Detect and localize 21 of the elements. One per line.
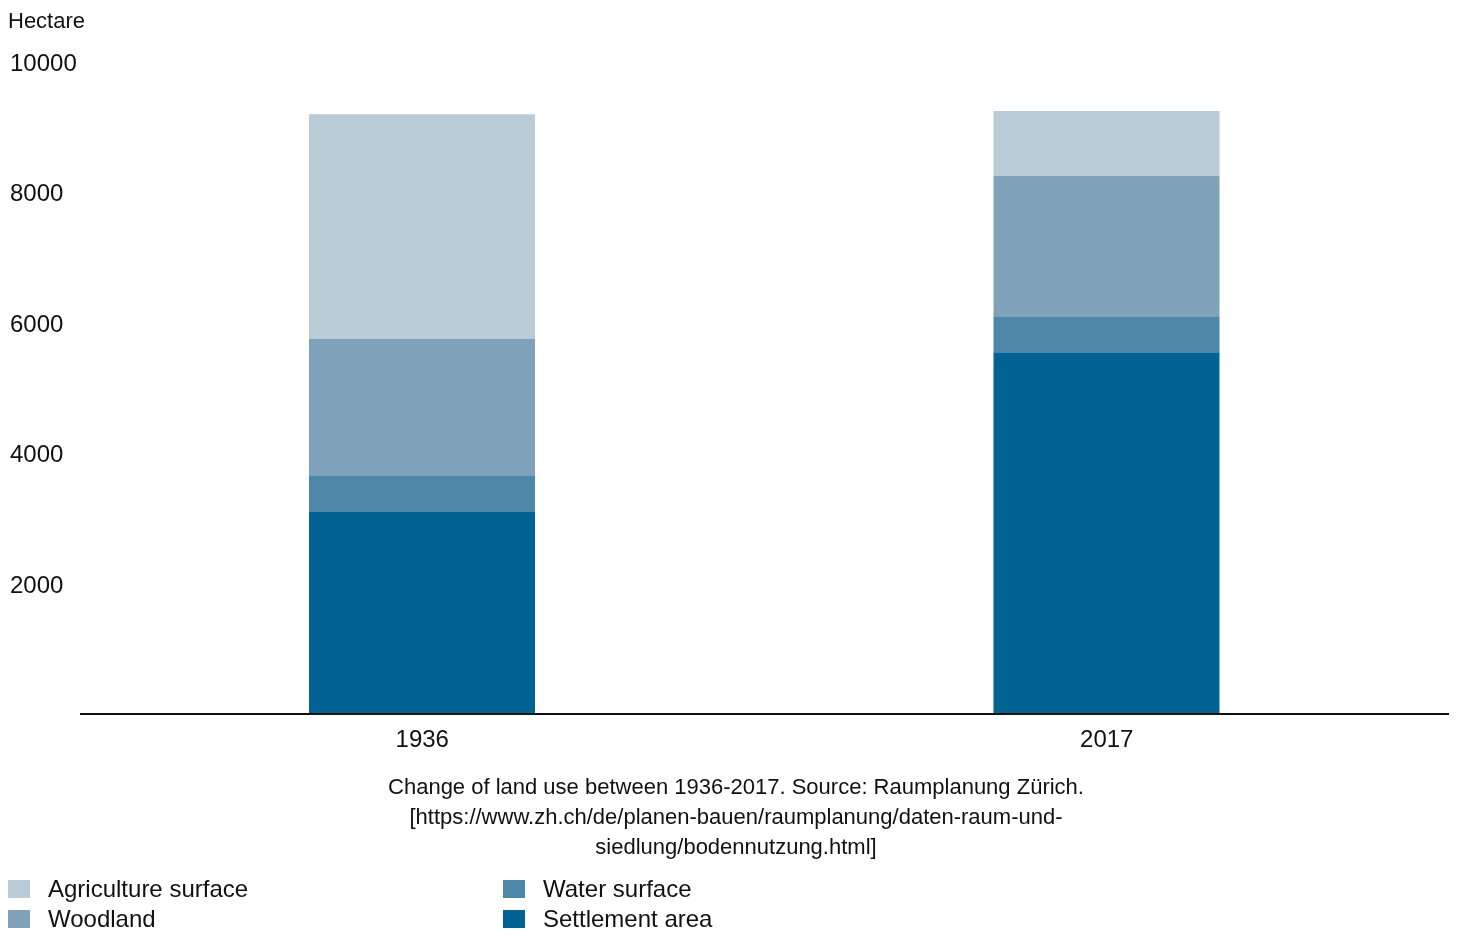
y-tick-label: 10000 — [10, 49, 77, 76]
y-tick-label: 6000 — [10, 309, 64, 337]
legend-label: Agriculture surface — [48, 875, 249, 903]
bar — [309, 114, 535, 340]
bar — [993, 352, 1220, 714]
bar — [993, 316, 1220, 353]
y-axis-title: Hectare — [8, 8, 87, 34]
y-tick-label: 2000 — [10, 570, 64, 598]
bar — [993, 176, 1220, 317]
bar — [309, 339, 535, 477]
y-tick-label: 8000 — [10, 179, 64, 207]
legend-label: Woodland — [48, 905, 156, 933]
y-tick-label: 4000 — [10, 440, 64, 468]
bar — [993, 110, 1220, 177]
x-tick-label: 2017 — [1080, 725, 1134, 753]
bar — [309, 511, 535, 714]
legend-label: Water surface — [543, 875, 692, 903]
x-tick-label: 1936 — [395, 725, 449, 753]
text: Change of land use between 1936-2017. Source: Raumplanung Zürich. [https://www.zh.ch/de/planen-bauen/raumplanung/daten-raum-und-siedlung/bodennutzung.html] — [387, 773, 1085, 861]
bar — [309, 476, 535, 512]
legend-label: Settlement area — [543, 905, 713, 933]
